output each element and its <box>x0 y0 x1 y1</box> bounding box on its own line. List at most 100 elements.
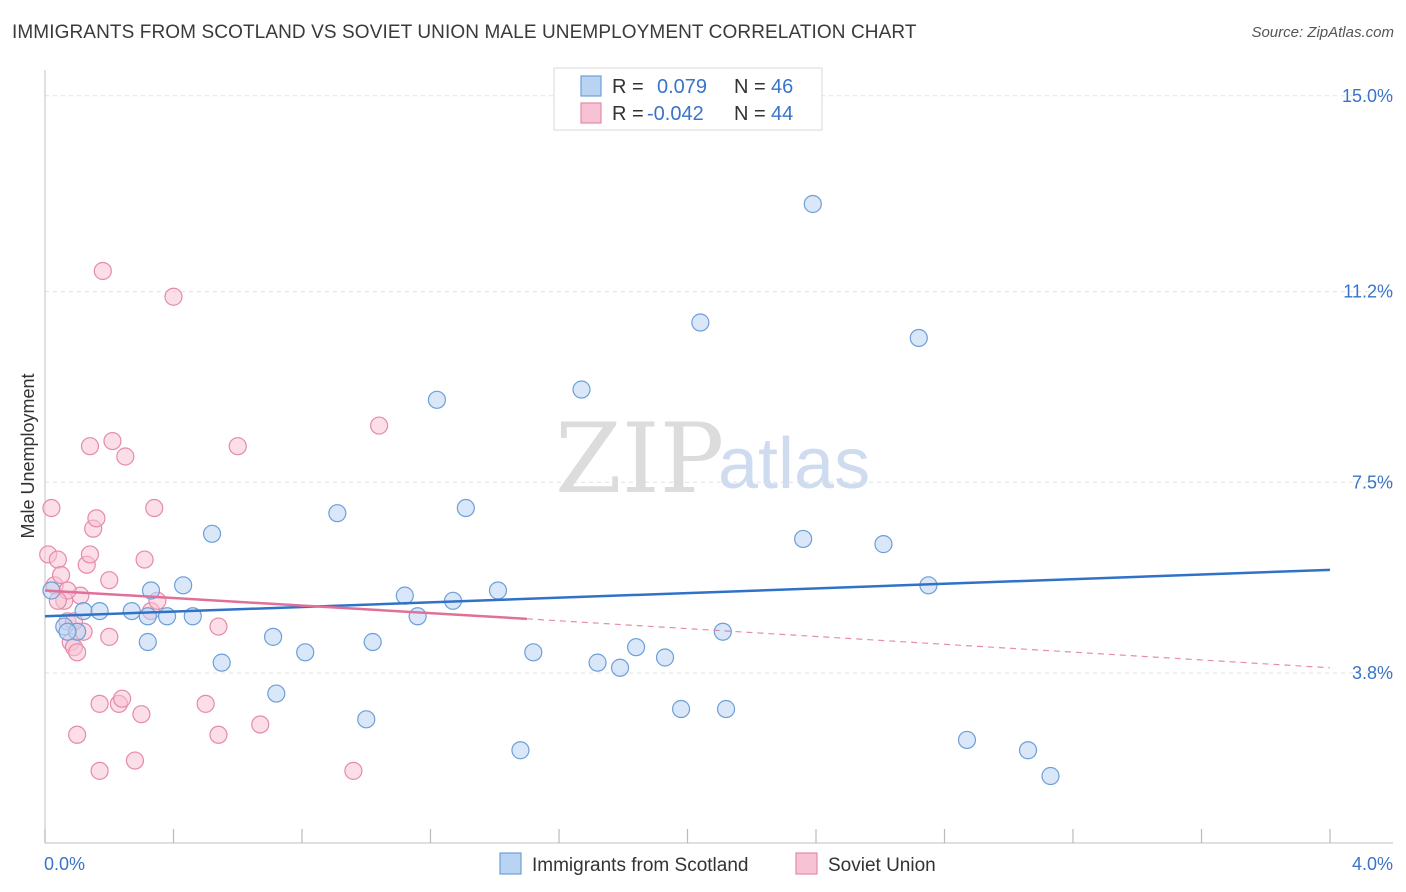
legend-swatch-pink <box>580 102 602 124</box>
scotland-point <box>572 380 591 399</box>
legend-swatch-blue <box>580 75 602 97</box>
scotland-point <box>691 313 710 332</box>
soviet-union-point <box>209 617 228 636</box>
chart-title: IMMIGRANTS FROM SCOTLAND VS SOVIET UNION… <box>12 22 917 43</box>
bottom-legend-swatch-pink <box>795 852 818 875</box>
scotland-point <box>328 504 347 523</box>
bottom-legend-label-soviet: Soviet Union <box>828 855 936 876</box>
scotland-point <box>157 607 177 626</box>
soviet-union-point <box>100 627 119 646</box>
watermark-atlas: atlas <box>718 424 870 504</box>
scotland-point <box>202 524 222 543</box>
scotland-point <box>90 601 109 621</box>
legend-n-label: N = <box>734 103 766 125</box>
soviet-union-point <box>135 550 154 569</box>
scotland-point <box>511 741 530 760</box>
soviet-union-point <box>80 545 100 564</box>
y-tick-label: 7.5% <box>1352 472 1393 492</box>
scotland-point <box>874 535 893 554</box>
scotland-point <box>267 684 286 703</box>
soviet-union-point <box>80 437 100 456</box>
soviet-trend-line <box>44 589 527 621</box>
x-tick-label: 0.0% <box>44 854 85 874</box>
soviet-union-point <box>116 447 135 466</box>
scotland-point <box>713 622 732 641</box>
scotland-point <box>794 529 813 549</box>
soviet-union-point <box>68 643 87 662</box>
soviet-union-point <box>251 715 270 734</box>
scotland-point <box>626 638 646 657</box>
soviet-union-point <box>112 689 132 708</box>
scotland-point <box>524 643 543 662</box>
legend-r-value: 0.079 <box>657 76 707 98</box>
scotland-point <box>58 622 77 641</box>
soviet-union-point <box>103 431 122 451</box>
scotland-point <box>456 498 475 518</box>
soviet-union-point <box>87 509 106 528</box>
soviet-trend-line-extrapolated <box>526 618 1331 669</box>
trend-lines <box>44 568 1331 669</box>
scotland-point <box>174 576 193 595</box>
scotland-point <box>212 653 231 672</box>
soviet-union-point <box>164 287 183 306</box>
soviet-union-point <box>196 694 215 713</box>
soviet-union-point <box>125 751 145 770</box>
scotland-point <box>296 643 315 662</box>
watermark-zip: ZIP <box>555 403 724 515</box>
scotland-point <box>909 328 928 348</box>
legend-n-value: 46 <box>771 76 793 98</box>
bottom-legend-label-scotland: Immigrants from Scotland <box>532 855 748 876</box>
scotland-point <box>138 632 157 652</box>
scotland-point <box>1041 766 1060 786</box>
y-tick-label: 15.0% <box>1342 86 1393 106</box>
y-tick-label: 3.8% <box>1352 663 1393 683</box>
axes <box>44 70 1393 844</box>
scotland-points <box>42 194 1060 786</box>
scotland-point <box>427 390 447 409</box>
soviet-union-point <box>51 565 71 585</box>
bottom-legend: Immigrants from Scotland Soviet Union <box>499 852 936 876</box>
soviet-union-point <box>48 550 67 569</box>
scotland-point <box>408 607 427 626</box>
watermark: ZIP atlas <box>555 403 870 515</box>
scotland-point <box>138 607 157 626</box>
scotland-trend-line <box>44 568 1331 618</box>
legend-r-value: -0.042 <box>647 103 704 125</box>
soviet-union-point <box>145 498 164 518</box>
legend-r-label: R = <box>612 76 644 98</box>
scotland-point <box>655 648 675 667</box>
y-tick-labels: 3.8% 7.5% 11.2% 15.0% <box>1342 86 1393 683</box>
scotland-point <box>610 658 630 677</box>
soviet-union-point <box>90 694 109 713</box>
scotland-point <box>957 730 977 750</box>
soviet-union-point <box>100 571 119 590</box>
legend-box: R = 0.079 N = 46 R = -0.042 N = 44 <box>553 67 823 131</box>
bottom-legend-swatch-blue <box>499 852 522 875</box>
soviet-union-point <box>132 705 151 724</box>
scotland-point <box>74 601 93 621</box>
soviet-union-point <box>228 437 247 456</box>
scotland-point <box>588 653 607 672</box>
soviet-union-point <box>93 261 112 281</box>
x-tick-labels: 0.0% 4.0% <box>44 854 1393 874</box>
soviet-union-point <box>344 761 363 780</box>
y-axis-label: Male Unemployment <box>18 373 38 538</box>
scotland-point <box>363 632 382 652</box>
legend-r-label: R = <box>612 103 644 125</box>
scotland-point <box>671 699 691 719</box>
scotland-point <box>141 581 161 600</box>
y-tick-label: 11.2% <box>1343 282 1393 302</box>
scotland-point <box>263 627 283 646</box>
scotland-point <box>1018 741 1038 760</box>
scotland-point <box>488 581 508 600</box>
scotland-point <box>803 194 822 214</box>
soviet-union-point <box>370 416 389 435</box>
soviet-union-point <box>209 725 228 744</box>
legend-n-value: 44 <box>771 103 793 125</box>
scotland-point <box>395 586 414 605</box>
source-label: Source: ZipAtlas.com <box>1251 24 1394 41</box>
soviet-union-point <box>42 498 61 518</box>
soviet-union-point <box>68 725 87 744</box>
soviet-union-point <box>90 761 109 780</box>
